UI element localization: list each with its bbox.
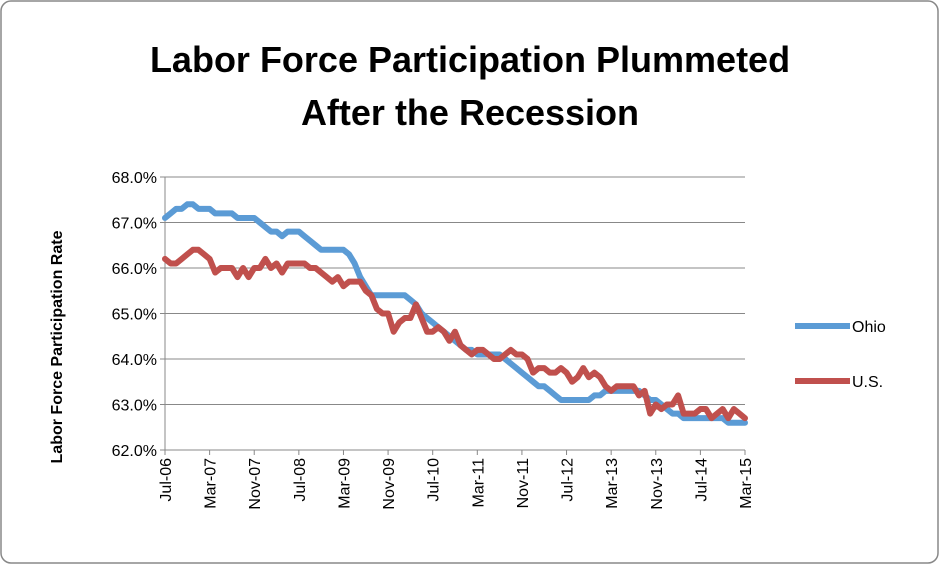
y-tick-label: 66.0%	[112, 261, 157, 278]
x-tick-label: Jul-12	[560, 458, 577, 502]
x-tick-label: Nov-13	[649, 458, 666, 510]
x-tick-label: Mar-13	[604, 458, 621, 509]
legend-label: Ohio	[852, 319, 886, 336]
x-tick-label: Mar-15	[738, 458, 755, 509]
y-tick-label: 64.0%	[112, 352, 157, 369]
series-line	[162, 246, 748, 422]
chart-title: After the Recession	[301, 92, 639, 133]
y-tick-label: 63.0%	[112, 398, 157, 415]
y-axis-label: Labor Force Participation Rate	[49, 230, 66, 463]
legend-label: U.S.	[852, 374, 883, 391]
y-tick-label: 62.0%	[112, 443, 157, 460]
x-tick-label: Nov-11	[515, 458, 532, 508]
x-tick-label: Mar-07	[203, 458, 220, 509]
y-tick-label: 68.0%	[112, 170, 157, 187]
x-tick-label: Mar-11	[470, 458, 487, 508]
chart-title: Labor Force Participation Plummeted	[150, 39, 790, 80]
x-tick-label: Mar-09	[336, 458, 353, 509]
x-tick-label: Jul-08	[292, 458, 309, 502]
x-tick-label: Jul-10	[426, 458, 443, 502]
x-tick-label: Nov-07	[247, 458, 264, 510]
x-tick-label: Jul-14	[693, 458, 710, 502]
x-tick-label: Nov-09	[381, 458, 398, 510]
y-tick-label: 67.0%	[112, 216, 157, 233]
x-tick-label: Jul-06	[158, 458, 175, 502]
y-tick-label: 65.0%	[112, 307, 157, 324]
